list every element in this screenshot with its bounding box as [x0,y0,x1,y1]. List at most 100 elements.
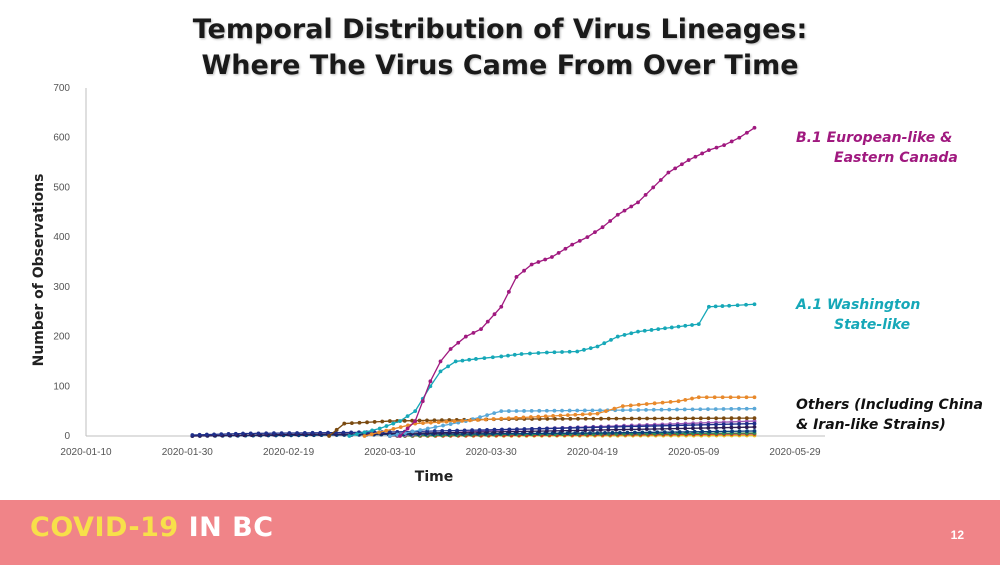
series-point [475,418,480,422]
series-point [714,422,718,427]
series-point [428,379,433,384]
series-point [669,325,674,330]
series-point [565,431,570,436]
series-point [637,416,642,421]
series-point [588,412,592,416]
series-point [248,431,253,436]
series-point [660,423,665,428]
series-point [659,407,664,412]
x-axis-title: Time [415,469,453,485]
series-point [667,423,672,428]
series-point [614,424,618,429]
series-point [515,427,519,432]
series-point [570,242,575,247]
series-point [658,178,663,182]
series-point [614,416,619,421]
series-point [693,154,698,159]
footer-bar: COVID-19 IN BC 12 [0,500,1000,565]
series-point [637,427,642,432]
series-point [370,428,375,433]
series-point [522,427,527,431]
series-point [591,425,595,430]
series-point [675,423,680,428]
series-point [529,408,534,413]
series-point [197,432,202,437]
series-point [644,427,649,432]
series-point [470,428,474,433]
series-point [744,395,749,400]
series-point [737,422,742,426]
series-point [310,430,315,435]
series-point [667,407,672,412]
y-tick-label: 300 [53,282,70,293]
series-point [670,430,675,434]
series-point [425,426,430,431]
series-point [744,302,748,307]
x-tick-label: 2020-01-30 [162,447,214,458]
series-point [744,130,749,135]
series-point [660,400,665,405]
series-point [698,426,703,430]
y-tick-label: 600 [53,133,70,144]
series-point [536,351,541,355]
x-tick-label: 2020-05-09 [668,447,720,458]
series-point [583,428,588,433]
series-point [737,406,741,411]
series-point [482,356,487,361]
series-point [272,431,276,436]
series-point [752,395,757,400]
series-point [652,416,657,421]
series-point [544,426,549,431]
series-point [636,408,641,412]
series-point [460,358,465,363]
series-point [706,422,711,427]
series-point [744,425,749,430]
series-point [675,426,680,431]
series-point [256,431,261,436]
series-point [636,200,640,205]
series-point [491,417,496,421]
series-point [529,426,534,431]
series-point [620,404,625,409]
series-point [602,341,607,346]
y-tick-label: 100 [53,381,70,392]
series-point [362,430,367,435]
series-point [436,420,441,425]
series-point [478,415,482,420]
series-point [649,328,654,332]
series-point [663,326,667,331]
series-point [560,426,565,431]
series-point [467,357,472,362]
series-point [514,415,518,420]
series-point [398,425,403,430]
series-point [622,416,626,421]
series-point [707,304,711,309]
series-point [682,407,687,412]
series-point [552,426,557,431]
series-point [620,408,625,413]
page-number: 12 [950,528,964,542]
series-point [588,431,592,435]
series-point [567,408,572,413]
series-point [580,431,585,436]
series-point [582,347,586,352]
series-point [560,416,565,421]
series-point [737,135,742,140]
series-point [425,418,429,423]
series-point [752,406,757,411]
series-point [621,427,626,432]
series-point [622,208,627,213]
series-point [629,331,634,336]
series-point [666,170,671,175]
series-point [591,428,595,433]
series-point [575,425,580,430]
series-point [645,416,649,421]
series-point [405,426,410,431]
series-point [744,421,749,426]
series-point [506,416,511,421]
series-point [439,418,444,423]
series-point [568,426,572,430]
series-point [642,328,647,333]
series-point [591,416,596,421]
series-point [438,359,443,364]
